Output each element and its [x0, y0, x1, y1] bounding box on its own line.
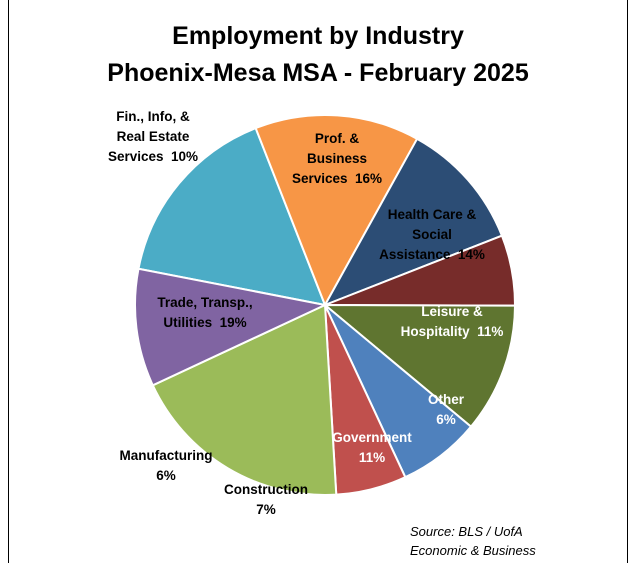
- pie-slice: [254, 114, 419, 308]
- slice-label: Manufacturing 6%: [120, 448, 213, 483]
- slice-label-line: 6%: [156, 468, 176, 483]
- pie-slice: [151, 303, 338, 497]
- slice-label-line: Fin., Info, &: [116, 109, 190, 124]
- slice-label-line: Government: [332, 430, 412, 445]
- slice-label-line: Trade, Transp.,: [157, 295, 252, 310]
- chart-title-line-1: Employment by Industry: [172, 22, 464, 50]
- slice-label-line: Services 16%: [292, 171, 382, 186]
- source-line-2: Economic & Business: [410, 543, 536, 558]
- slice-label-line: Construction: [224, 482, 308, 497]
- slice-label-line: Prof. &: [315, 131, 360, 146]
- source-line-1: Source: BLS / UofA: [410, 524, 523, 539]
- slice-label: Government 11%: [332, 430, 412, 465]
- slice-label-line: Real Estate: [117, 129, 190, 144]
- slice-label: Health Care & Social Assistance 14%: [379, 207, 485, 262]
- slice-label-line: Services 10%: [108, 149, 198, 164]
- pie-slice: [322, 303, 517, 429]
- slice-label-line: Hospitality 11%: [401, 324, 504, 339]
- slice-label-line: Utilities 19%: [163, 315, 246, 330]
- slice-label-line: 11%: [359, 450, 385, 465]
- slice-label-line: 6%: [436, 412, 456, 427]
- source-note: Source: BLS / UofA Economic & Business: [410, 522, 536, 560]
- slice-label: Trade, Transp., Utilities 19%: [157, 295, 252, 330]
- slice-label-line: Manufacturing: [120, 448, 213, 463]
- slice-label-line: 7%: [256, 502, 276, 517]
- slice-label-line: Social: [412, 227, 452, 242]
- chart-title-line-2: Phoenix-Mesa MSA - February 2025: [107, 59, 529, 87]
- slice-label: Fin., Info, & Real Estate Services 10%: [108, 109, 198, 164]
- slice-label-line: Other: [428, 392, 465, 407]
- slice-label-line: Business: [307, 151, 367, 166]
- slice-label: Prof. & Business Services 16%: [292, 131, 382, 186]
- slice-label-line: Assistance 14%: [379, 247, 485, 262]
- slice-label: Other 6%: [428, 392, 465, 427]
- slice-label: Leisure & Hospitality 11%: [401, 304, 504, 339]
- slice-label-line: Health Care &: [388, 207, 477, 222]
- pie-slice: [137, 126, 327, 307]
- pie-slice: [322, 137, 504, 307]
- pie-slice: [134, 267, 329, 387]
- slice-label-line: Leisure &: [421, 304, 483, 319]
- slice-label: Construction 7%: [224, 482, 308, 517]
